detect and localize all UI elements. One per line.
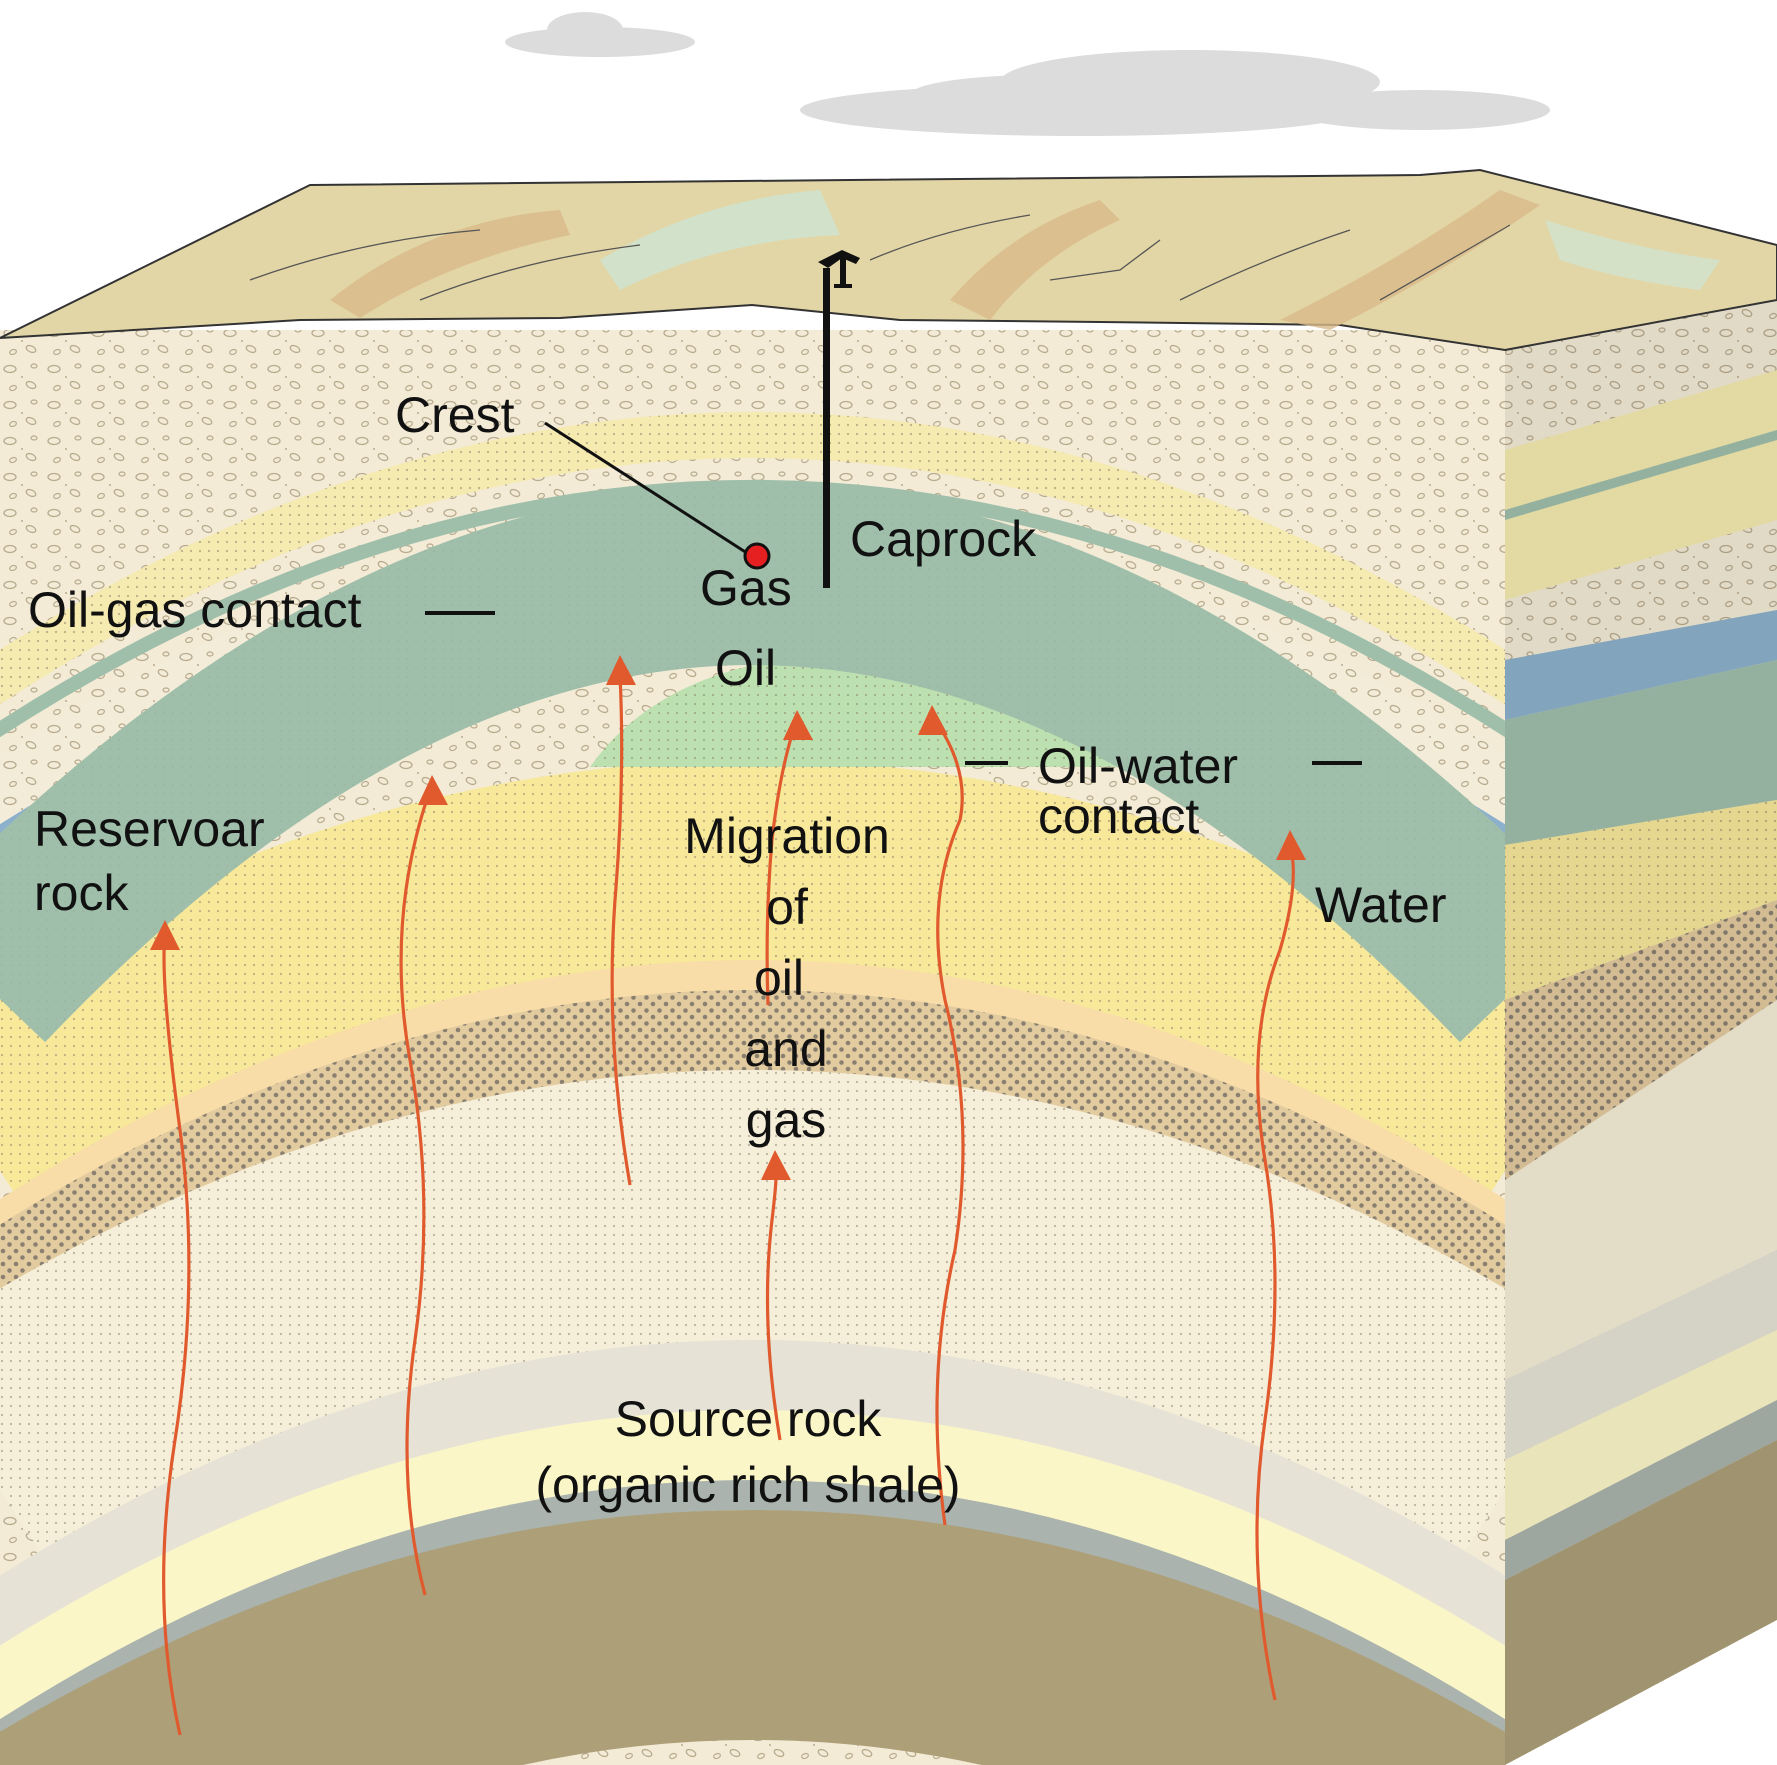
- crest-label: Crest: [395, 387, 515, 443]
- reservoir-rock-label-line2: rock: [34, 865, 129, 921]
- side-face: [1505, 290, 1777, 1765]
- oil-gas-contact-label: Oil-gas contact: [28, 582, 362, 638]
- migration-label-line1: Migration: [684, 808, 890, 864]
- source-rock-label-line2: (organic rich shale): [535, 1457, 960, 1513]
- caprock-label: Caprock: [850, 511, 1037, 567]
- source-rock-label-line1: Source rock: [615, 1391, 883, 1447]
- reservoir-rock-label-line1: Reservoar: [34, 801, 265, 857]
- gas-label: Gas: [700, 560, 792, 616]
- water-label: Water: [1315, 877, 1447, 933]
- migration-label-line2: of: [766, 879, 808, 935]
- oil-water-contact-label-line2: contact: [1038, 788, 1199, 844]
- oil-label: Oil: [715, 640, 776, 696]
- migration-label-line4: and: [744, 1021, 827, 1077]
- ground-surface: [0, 170, 1777, 350]
- oil-water-contact-label-line1: Oil-water: [1038, 738, 1238, 794]
- migration-label-line5: gas: [746, 1092, 827, 1148]
- cloud-icon: [505, 12, 1550, 136]
- migration-label-line3: oil: [754, 950, 804, 1006]
